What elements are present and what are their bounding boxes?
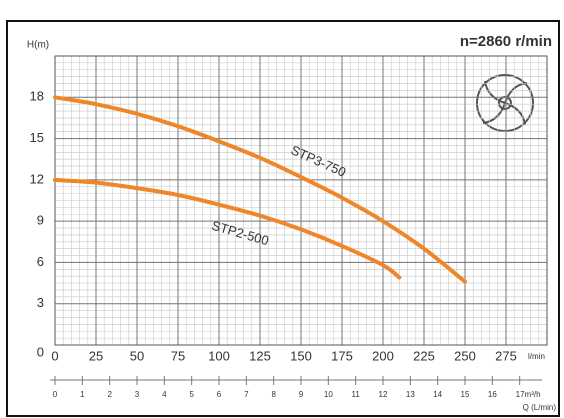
x2-tick-label: 16 bbox=[488, 390, 497, 399]
x-tick-label: 150 bbox=[290, 348, 312, 363]
x-unit-label: l/min bbox=[528, 352, 545, 361]
x-tick-label: 0 bbox=[51, 348, 58, 363]
x2-tick-label: 9 bbox=[299, 390, 304, 399]
y-tick-label: 0 bbox=[37, 344, 44, 359]
plot-border bbox=[54, 55, 548, 346]
x2-axis-label: Q (L/min) bbox=[523, 403, 557, 412]
x-tick-label: 225 bbox=[413, 348, 435, 363]
x-tick-label: 75 bbox=[171, 348, 185, 363]
x2-tick-label: 3 bbox=[135, 390, 140, 399]
x2-tick-label: 5 bbox=[189, 390, 194, 399]
y-tick-label: 6 bbox=[37, 254, 44, 269]
x2-tick-label: 13 bbox=[406, 390, 415, 399]
x2-tick-label: 10 bbox=[324, 390, 333, 399]
speed-label: n=2860 r/min bbox=[460, 33, 552, 50]
x2-tick-label: 4 bbox=[162, 390, 167, 399]
x2-tick-label: 17m³/h bbox=[516, 390, 541, 399]
y-axis-label: H(m) bbox=[27, 40, 49, 51]
x-tick-label: 100 bbox=[208, 348, 230, 363]
chart-frame bbox=[6, 20, 560, 417]
x2-tick-label: 7 bbox=[244, 390, 249, 399]
x-tick-label: 50 bbox=[130, 348, 144, 363]
x-tick-label: 25 bbox=[89, 348, 103, 363]
x2-tick-label: 0 bbox=[53, 390, 58, 399]
x2-tick-label: 2 bbox=[107, 390, 112, 399]
x-tick-label: 250 bbox=[454, 348, 476, 363]
x2-tick-label: 15 bbox=[461, 390, 470, 399]
y-tick-label: 15 bbox=[30, 130, 44, 145]
x2-tick-label: 12 bbox=[379, 390, 388, 399]
x-tick-label: 275 bbox=[495, 348, 517, 363]
x2-tick-label: 6 bbox=[217, 390, 222, 399]
x2-tick-label: 1 bbox=[80, 390, 85, 399]
x-tick-label: 125 bbox=[249, 348, 271, 363]
x2-tick-label: 11 bbox=[352, 390, 361, 399]
curve bbox=[53, 177, 402, 280]
curve bbox=[53, 95, 467, 284]
y-tick-label: 12 bbox=[30, 171, 44, 186]
x2-tick-label: 8 bbox=[271, 390, 276, 399]
y-tick-label: 18 bbox=[30, 89, 44, 104]
x-tick-label: 175 bbox=[331, 348, 353, 363]
y-tick-label: 3 bbox=[37, 295, 44, 310]
x-tick-label: 200 bbox=[372, 348, 394, 363]
x2-tick-label: 14 bbox=[433, 390, 442, 399]
y-tick-label: 9 bbox=[37, 213, 44, 228]
